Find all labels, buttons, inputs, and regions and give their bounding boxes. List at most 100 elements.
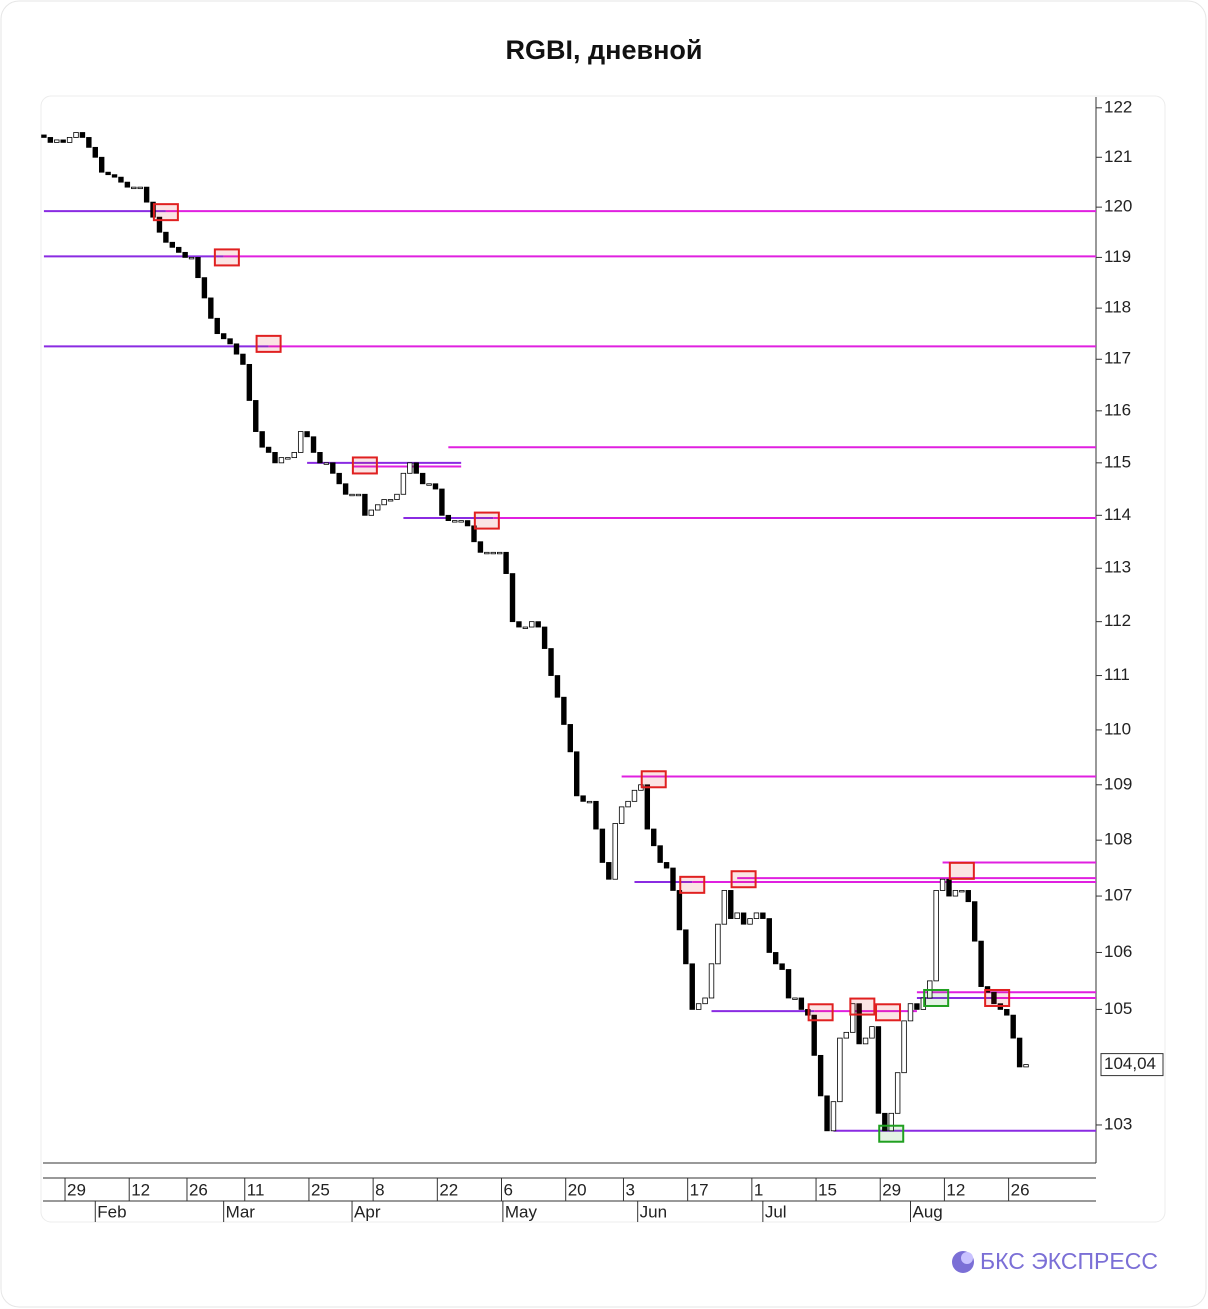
candle-body [124, 181, 131, 188]
candle-body [702, 997, 708, 1005]
candle-body [683, 929, 689, 965]
y-tick-label: 106 [1104, 942, 1132, 961]
candle-body [195, 257, 201, 279]
candle-body [439, 488, 445, 516]
candle-body [259, 431, 265, 448]
candle-body [593, 800, 599, 830]
y-tick-label: 120 [1104, 197, 1132, 216]
candle-body [98, 156, 105, 173]
candle-body [657, 845, 663, 863]
y-tick-label: 107 [1104, 886, 1132, 905]
candle-body [297, 431, 304, 453]
candle-body [952, 890, 959, 897]
candle-body [349, 493, 355, 497]
candle-body [882, 1112, 888, 1132]
y-tick-label: 121 [1104, 147, 1132, 166]
candle-body [413, 462, 419, 474]
candle-body [66, 137, 73, 143]
candle-body [541, 626, 548, 649]
candle-body [971, 901, 978, 942]
x-tick-label: 26 [189, 1180, 208, 1199]
candle-body [862, 1037, 869, 1045]
candle-body [933, 890, 939, 982]
candle-body [580, 795, 586, 802]
candle-body [137, 186, 143, 190]
last-price-box [1100, 1053, 1164, 1077]
candle-body [734, 912, 740, 919]
candle-body [304, 431, 310, 438]
candle-body [869, 1026, 875, 1039]
y-tick-label: 118 [1104, 298, 1131, 317]
candle-body [516, 621, 522, 628]
candle-body [240, 353, 246, 365]
candle-body [400, 472, 407, 495]
candle-body [336, 472, 342, 485]
x-tick-label: 29 [882, 1180, 901, 1199]
candle-body [817, 1054, 824, 1097]
pattern-box [351, 456, 378, 475]
candle-body [503, 551, 509, 574]
candle-body [978, 940, 984, 987]
candle-body [728, 890, 734, 919]
candle-body [201, 277, 208, 299]
candle-body [163, 231, 169, 243]
candle-body [663, 862, 670, 869]
candle-body [798, 997, 805, 1010]
candle-body [651, 828, 657, 847]
y-tick-label: 114 [1104, 505, 1131, 524]
candle-body [760, 912, 766, 919]
x-tick-label: 26 [1011, 1180, 1030, 1199]
candle-body [766, 918, 772, 953]
y-tick-label: 103 [1104, 1114, 1132, 1133]
candle-body [227, 338, 233, 345]
candle-body [445, 514, 452, 521]
candle-body [843, 1031, 850, 1039]
pattern-box [679, 875, 706, 894]
candle-body [772, 952, 779, 965]
candle-body [156, 216, 163, 233]
candle-body [785, 969, 792, 999]
x-tick-label: 6 [504, 1180, 513, 1199]
brand-logo-highlight [961, 1252, 973, 1264]
candle-body [907, 1003, 914, 1022]
x-tick-label: 12 [946, 1180, 965, 1199]
candle-body [824, 1095, 830, 1132]
candle-body [606, 862, 612, 880]
candle-body [837, 1037, 843, 1103]
candle-body [586, 800, 593, 804]
candle-body [176, 246, 182, 253]
candle-body [708, 963, 715, 999]
candle-body [939, 878, 946, 891]
y-tick-label: 116 [1104, 400, 1131, 419]
candle-body [1016, 1037, 1023, 1068]
candle-body [901, 1020, 907, 1074]
y-tick-label: 105 [1104, 999, 1132, 1018]
x-tick-label: 11 [247, 1180, 265, 1199]
candle-body [612, 823, 618, 880]
candle-body [310, 436, 317, 453]
candle-body [253, 400, 259, 432]
candle-body [208, 297, 214, 319]
candle-body [355, 493, 362, 497]
y-tick-label: 113 [1104, 558, 1131, 577]
candle-body [381, 499, 387, 506]
y-tick-label: 119 [1104, 247, 1131, 266]
candle-body [477, 541, 484, 553]
candle-body [747, 918, 753, 925]
candle-body [60, 139, 66, 143]
candle-body [946, 878, 952, 897]
y-tick-label: 112 [1104, 611, 1131, 630]
month-label: Aug [912, 1202, 942, 1221]
candle-body [458, 520, 464, 523]
candle-body [509, 573, 516, 623]
candle-body [991, 991, 997, 1005]
candle-body [105, 171, 111, 176]
candle-body [965, 890, 971, 903]
y-tick-label: 115 [1104, 452, 1131, 471]
candle-body [407, 462, 413, 474]
candle-body [554, 675, 561, 698]
pattern-box [875, 1003, 902, 1022]
candle-body [484, 551, 490, 555]
y-tick-label: 111 [1104, 665, 1130, 684]
candle-body [753, 912, 760, 919]
